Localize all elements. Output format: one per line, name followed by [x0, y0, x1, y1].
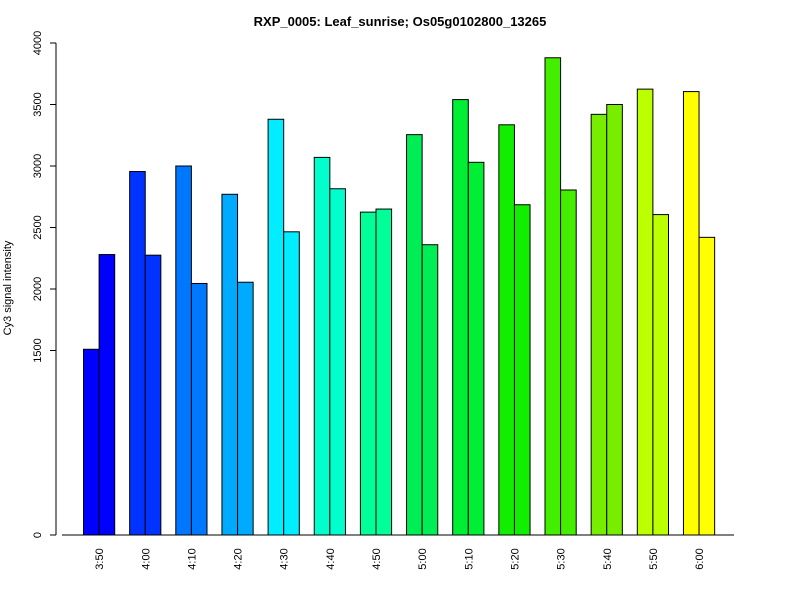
- bar-510-1: [452, 99, 469, 536]
- x-tick-label: 3:50: [94, 548, 106, 569]
- bar-540-1: [590, 113, 608, 536]
- bar-520-1: [498, 124, 515, 536]
- bar-550-1: [636, 88, 654, 536]
- bar-450-2: [375, 208, 393, 536]
- bar-350-1: [83, 348, 100, 536]
- bar-420-2: [237, 281, 254, 536]
- x-tick-label: 6:00: [694, 548, 706, 569]
- bar-400-1: [129, 171, 146, 536]
- x-tick-label: 4:30: [279, 548, 291, 569]
- x-axis: 3:50 4:00 4:10 4:20 4:30 4:40 4:50 5:00 5:10 5:20…: [62, 534, 734, 570]
- x-tick-label: 4:50: [371, 548, 383, 569]
- bar-410-2: [190, 282, 208, 536]
- y-axis: 0 1500 2000 2500 3000 3500 4000: [32, 31, 57, 538]
- y-tick-label: 4000: [32, 31, 44, 55]
- bar-420-1: [221, 193, 239, 536]
- y-tick-label: 2500: [32, 215, 44, 239]
- x-tick-label: 5:10: [463, 548, 475, 569]
- x-tick-label: 5:20: [509, 548, 521, 569]
- bar-540-2: [606, 104, 623, 536]
- x-tick-label: 5:00: [417, 548, 429, 569]
- bar-600-1: [682, 91, 700, 536]
- x-tick-label: 4:20: [233, 548, 245, 569]
- bar-550-2: [652, 214, 670, 536]
- y-tick-label: 2000: [32, 277, 44, 301]
- y-axis-label: Cy3 signal intensity: [2, 240, 14, 335]
- bar-500-1: [406, 134, 423, 536]
- x-tick-label: 5:50: [648, 548, 660, 569]
- y-tick-label: 3500: [32, 92, 44, 116]
- bar-530-1: [544, 57, 562, 536]
- x-tick-label: 5:30: [556, 548, 568, 569]
- y-tick-label: 0: [32, 532, 44, 538]
- bar-530-2: [560, 189, 577, 536]
- bar-350-2: [98, 254, 116, 536]
- bar-430-2: [283, 231, 300, 536]
- bar-440-1: [313, 156, 331, 536]
- bar-510-2: [467, 161, 485, 536]
- x-tick-label: 4:40: [325, 548, 337, 569]
- y-tick-label: 1500: [32, 338, 44, 362]
- chart-title: RXP_0005: Leaf_sunrise; Os05g0102800_132…: [254, 14, 547, 29]
- y-tick-label: 3000: [32, 154, 44, 178]
- bar-450-1: [359, 211, 377, 536]
- x-tick-label: 4:00: [140, 548, 152, 569]
- x-tick-label: 4:10: [186, 548, 198, 569]
- bar-410-1: [175, 165, 192, 536]
- bars: [83, 57, 716, 536]
- bar-500-2: [421, 244, 439, 536]
- bar-600-2: [698, 236, 716, 536]
- bar-400-2: [144, 254, 162, 536]
- bar-520-2: [513, 204, 531, 536]
- bar-430-1: [267, 118, 285, 536]
- x-tick-label: 5:40: [602, 548, 614, 569]
- bar-440-2: [329, 188, 346, 536]
